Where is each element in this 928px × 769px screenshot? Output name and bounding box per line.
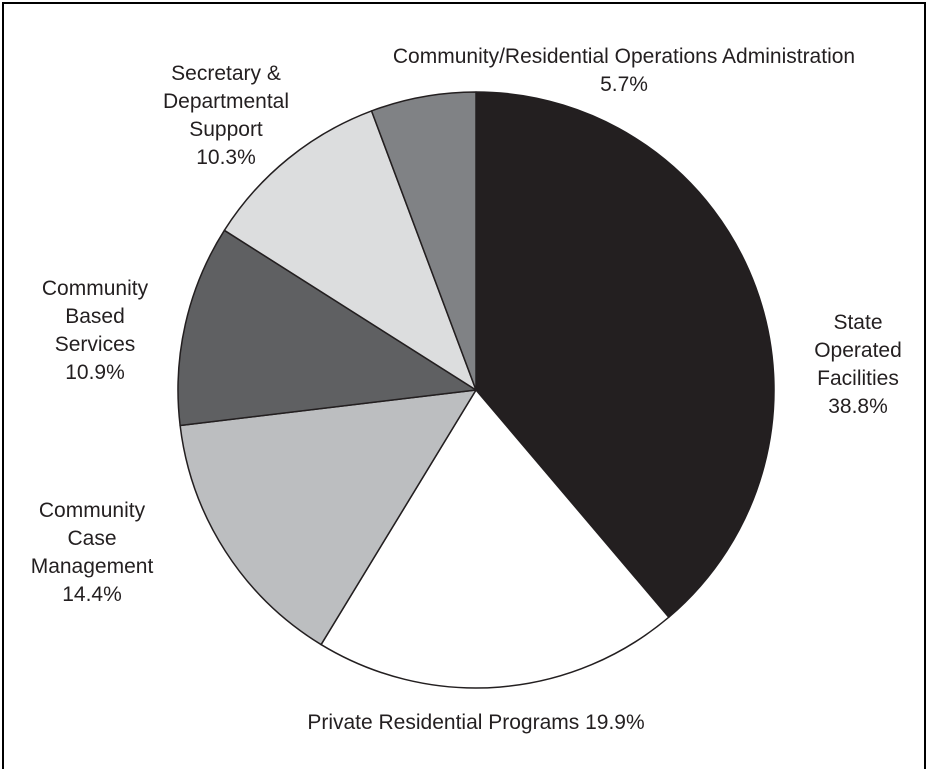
- label-community-case-management-line-4: 14.4%: [62, 583, 122, 606]
- pie-slices: [177, 91, 775, 689]
- label-community-residential-operations-administration-line-2: 5.7%: [600, 73, 648, 96]
- label-community-case-management-line-1: Community: [39, 499, 146, 522]
- label-community-based-services: Community Based Services 10.9%: [42, 277, 149, 384]
- pie-slice-community-case-management: [179, 389, 477, 646]
- label-community-based-services-line-4: 10.9%: [65, 361, 125, 384]
- pie-labels: Community/Residential Operations Adminis…: [31, 45, 902, 734]
- label-secretary-departmental-support: Secretary & Departmental Support 10.3%: [163, 62, 289, 169]
- label-secretary-departmental-support-line-3: Support: [189, 118, 263, 141]
- label-private-residential-programs-line-1: Private Residential Programs 19.9%: [307, 711, 644, 734]
- label-state-operated-facilities: State Operated Facilities 38.8%: [814, 311, 902, 418]
- label-state-operated-facilities-line-4: 38.8%: [828, 395, 888, 418]
- pie-slice-state-operated-facilities: [475, 91, 775, 618]
- label-secretary-departmental-support-line-1: Secretary &: [171, 62, 281, 85]
- label-community-based-services-line-3: Services: [55, 333, 136, 356]
- label-state-operated-facilities-line-2: Operated: [814, 339, 902, 362]
- label-state-operated-facilities-line-3: Facilities: [817, 367, 899, 390]
- label-community-residential-operations-administration-line-1: Community/Residential Operations Adminis…: [393, 45, 855, 68]
- label-secretary-departmental-support-line-2: Departmental: [163, 90, 289, 113]
- label-community-case-management: Community Case Management 14.4%: [31, 499, 154, 606]
- label-private-residential-programs: Private Residential Programs 19.9%: [307, 711, 644, 734]
- pie-slice-secretary-departmental-support: [223, 110, 477, 391]
- label-community-case-management-line-2: Case: [67, 527, 116, 550]
- pie-slice-community-based-services: [177, 229, 477, 427]
- label-community-case-management-line-3: Management: [31, 555, 154, 578]
- label-community-based-services-line-2: Based: [65, 305, 125, 328]
- label-secretary-departmental-support-line-4: 10.3%: [196, 146, 256, 169]
- pie-slice-private-residential-programs: [320, 389, 670, 689]
- pie-slice-community-residential-operations-administration: [370, 91, 477, 391]
- label-state-operated-facilities-line-1: State: [833, 311, 882, 334]
- label-community-based-services-line-1: Community: [42, 277, 149, 300]
- label-community-residential-operations-administration: Community/Residential Operations Adminis…: [393, 45, 855, 96]
